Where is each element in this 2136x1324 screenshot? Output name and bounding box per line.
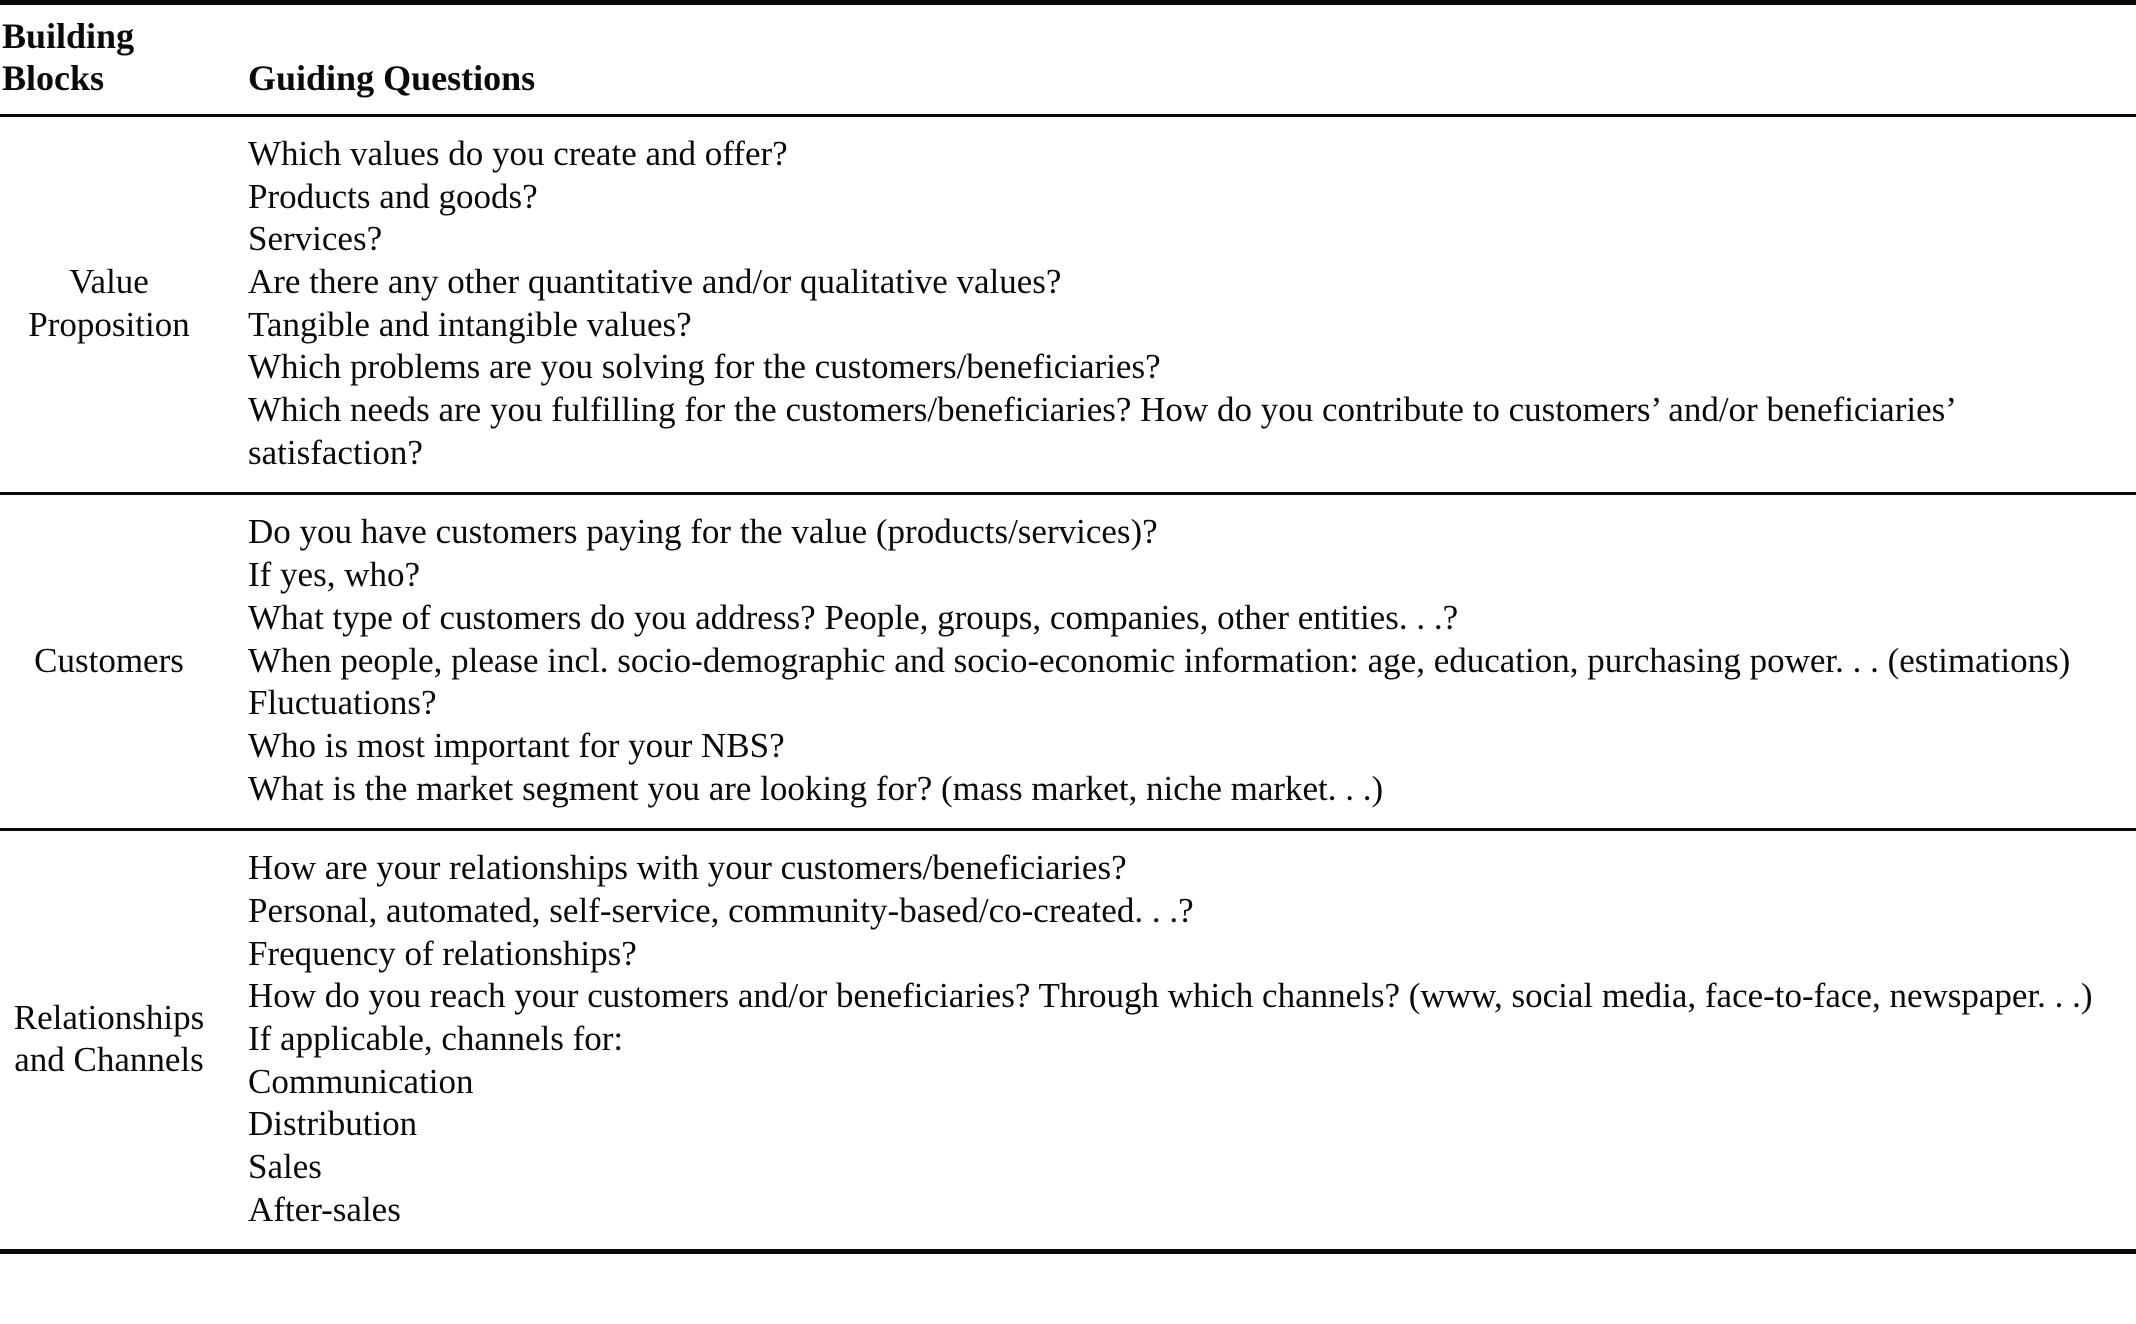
question-line: If applicable, channels for: — [248, 1019, 624, 1058]
table-container: Building Blocks Guiding Questions Value … — [0, 0, 2136, 1255]
guiding-questions-cell: Which values do you create and offer? Pr… — [232, 115, 2136, 494]
question-line: Tangible and intangible values? — [248, 304, 692, 344]
question-line: Do you have customers paying for the val… — [248, 512, 1158, 552]
question-line: Services? — [248, 219, 383, 259]
building-blocks-table: Building Blocks Guiding Questions Value … — [0, 5, 2136, 1255]
building-block-label: Customers — [0, 492, 232, 830]
column-header-guiding-questions: Guiding Questions — [232, 5, 2136, 117]
building-block-label: Relationships and Channels — [0, 828, 232, 1255]
question-line: Are there any other quantitative and/or … — [248, 262, 1062, 301]
question-line: Personal, automated, self-service, commu… — [248, 890, 1194, 930]
question-line: Which needs are you fulfilling for the c… — [248, 390, 1955, 472]
building-block-label: Value Proposition — [28, 262, 190, 344]
table-row: Value Proposition Which values do you cr… — [0, 115, 2136, 494]
question-line: Products and goods? — [248, 176, 538, 216]
question-line: After-sales — [248, 1189, 401, 1229]
question-line: Sales — [248, 1147, 322, 1187]
question-line: How do you reach your customers and/or b… — [248, 976, 2093, 1016]
table-header: Building Blocks Guiding Questions — [0, 5, 2136, 117]
table-header-row: Building Blocks Guiding Questions — [0, 5, 2136, 117]
table-row: Relationships and Channels How are your … — [0, 828, 2136, 1255]
question-line: Which values do you create and offer? — [248, 133, 788, 173]
question-line: Frequency of relationships? — [248, 933, 637, 973]
column-header-building-blocks: Building Blocks — [0, 5, 232, 117]
question-line: Fluctuations? — [248, 683, 437, 723]
question-line: Which problems are you solving for the c… — [248, 347, 1161, 387]
question-line: When people, please incl. socio-demograp… — [248, 640, 2071, 680]
question-line: What type of customers do you address? P… — [248, 597, 1459, 637]
question-line: Who is most important for your NBS? — [248, 725, 785, 765]
table-body: Value Proposition Which values do you cr… — [0, 115, 2136, 1255]
question-line: If yes, who? — [248, 555, 421, 595]
table-row: Customers Do you have customers paying f… — [0, 492, 2136, 830]
guiding-questions-cell: Do you have customers paying for the val… — [232, 492, 2136, 830]
table-top-rule — [0, 0, 2136, 5]
question-line: How are your relationships with your cus… — [248, 848, 1127, 888]
question-line: Distribution — [248, 1104, 418, 1144]
guiding-questions-cell: How are your relationships with your cus… — [232, 828, 2136, 1255]
question-line: Communication — [248, 1061, 474, 1101]
question-line: What is the market segment you are looki… — [248, 768, 1384, 808]
